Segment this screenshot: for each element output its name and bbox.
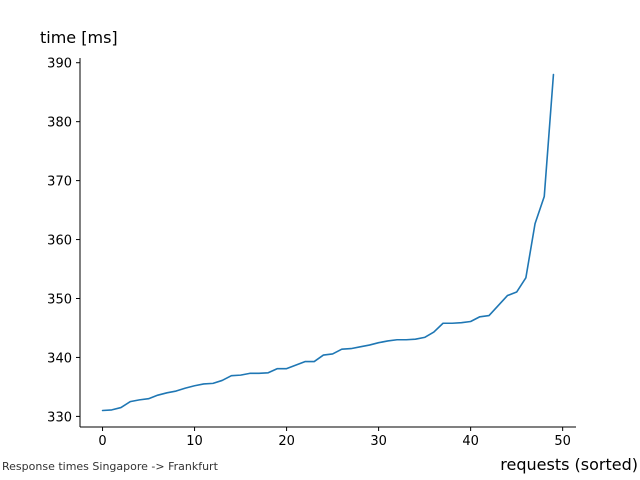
x-tick-label: 40	[462, 434, 479, 449]
x-ticks: 0 10 20 30 40 50	[98, 427, 571, 449]
x-axis-title: requests (sorted)	[500, 455, 638, 474]
x-tick-label: 50	[554, 434, 571, 449]
x-tick-label: 30	[370, 434, 387, 449]
y-tick-label: 350	[47, 292, 72, 307]
y-tick-label: 380	[47, 116, 72, 131]
y-tick-label: 390	[47, 57, 72, 72]
x-tick-label: 20	[278, 434, 295, 449]
series-line	[101, 73, 555, 412]
y-tick-label: 330	[47, 410, 72, 425]
plot-area	[101, 73, 555, 412]
y-tick-label: 360	[47, 234, 72, 249]
y-tick-label: 340	[47, 351, 72, 366]
caption: Response times Singapore -> Frankfurt	[2, 460, 218, 473]
y-tick-label: 370	[47, 175, 72, 190]
axes	[79, 58, 576, 428]
y-ticks: 330 340 350 360 370 380 390	[47, 57, 80, 425]
x-tick-label: 10	[186, 434, 203, 449]
y-axis-title: time [ms]	[40, 28, 118, 47]
x-tick-label: 0	[98, 434, 106, 449]
